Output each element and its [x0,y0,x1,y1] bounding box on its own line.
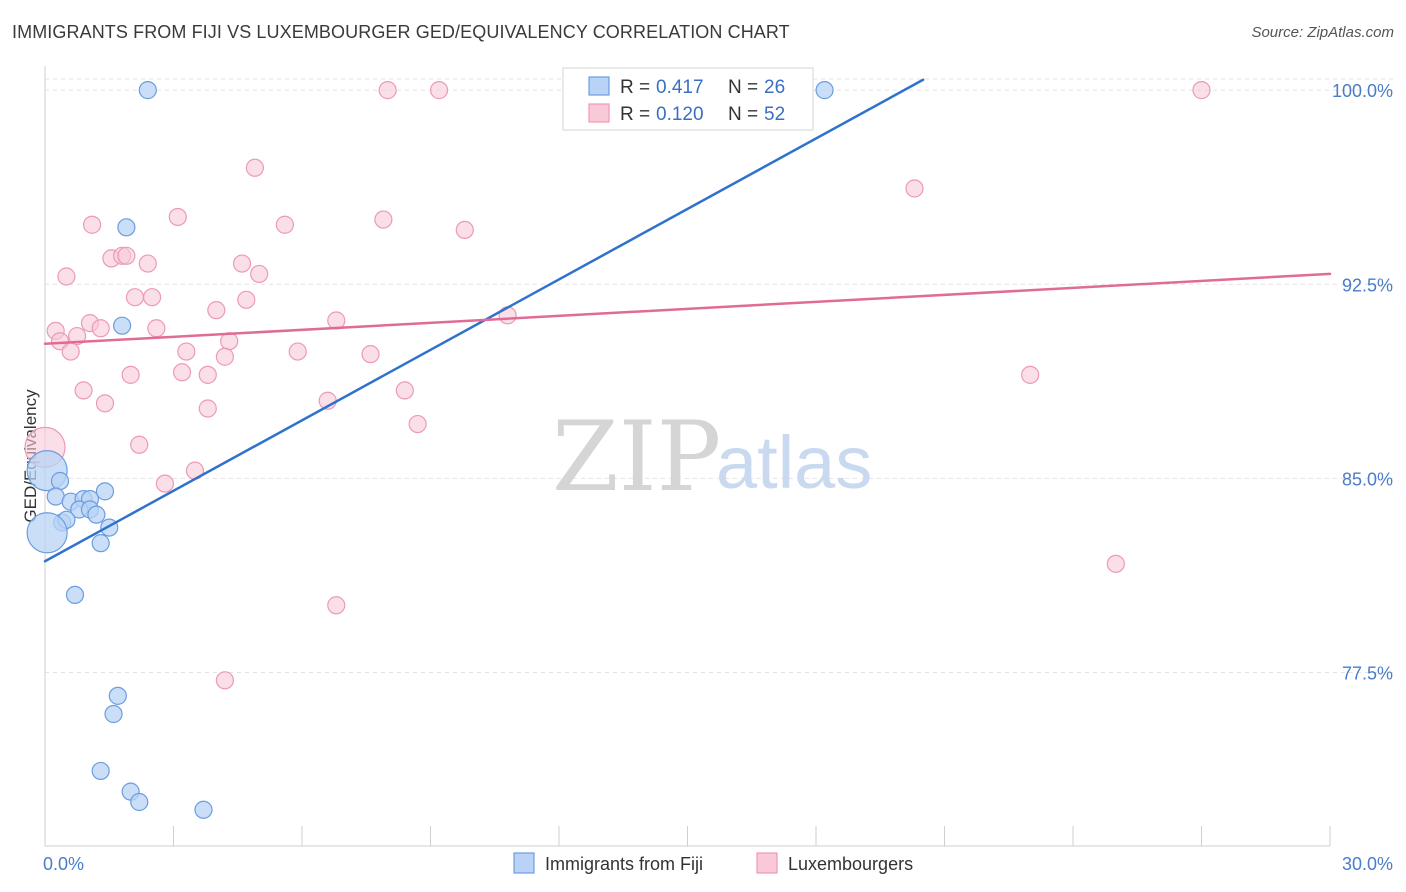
series-legend-fiji-label: Immigrants from Fiji [545,854,703,874]
fiji-point [108,686,127,705]
legend-fiji-r-label: R = [620,77,650,98]
tick-labels: 100.0% 92.5% 85.0% 77.5% 0.0% 30.0% [43,81,1393,874]
luxembourger-point [198,399,217,418]
legend-fiji-n-label: N = [728,77,758,98]
luxembourger-point [245,158,264,177]
trend-lines [43,78,1332,563]
luxembourger-point [250,264,269,284]
fiji-point [65,585,85,605]
luxembourger-point [198,365,217,384]
luxembourger-point [429,81,449,100]
luxembourger-point [395,381,414,400]
luxembourger-point [374,210,393,229]
fiji-point [95,482,115,501]
watermark: ZIP atlas [552,401,872,513]
luxembourger-point [207,301,226,320]
chart-title: IMMIGRANTS FROM FIJI VS LUXEMBOURGER GED… [12,22,790,42]
luxembourger-point [168,207,187,227]
luxembourger-point [327,596,346,615]
luxembourger-point [147,319,166,338]
luxembourger-point [498,306,517,325]
fiji-point [26,512,68,554]
luxembourger-point [1192,81,1211,100]
luxembourger-point [155,474,175,493]
luxembourger-point [125,288,145,307]
series-legend-lux-label: Luxembourgers [788,854,913,874]
luxembourger-point [142,288,162,307]
luxembourger-point [408,414,427,434]
luxembourger-point [177,342,196,361]
x-tick-label: 30.0% [1342,854,1393,874]
y-tick-label: 77.5% [1342,664,1393,684]
legend-lux-n-value: 52 [764,104,785,125]
legend-fiji-swatch [588,76,610,96]
luxembourger-point [215,671,234,690]
y-tick-label: 100.0% [1332,81,1393,101]
luxembourger-point [117,246,136,265]
fiji-point [50,471,70,491]
series-legend: Immigrants from Fiji Luxembourgers [513,852,913,874]
fiji-point [130,792,149,812]
luxembourger-point [83,215,102,234]
luxembourger-point [215,347,234,366]
fiji-point [138,81,157,100]
luxembourger-point [1106,554,1125,573]
luxembourger-point [130,435,149,454]
luxembourger-point [232,254,252,273]
luxembourger-point [378,81,397,100]
luxembourger-point [68,326,87,346]
legend-fiji-r-value: 0.417 [656,77,704,98]
luxembourger-point [121,365,140,384]
source-credit: Source: ZipAtlas.com [1251,24,1394,41]
luxembourger-point [288,342,307,361]
fiji-point [117,218,136,237]
luxembourger-trend-line [43,272,1332,346]
luxembourger-point [455,220,474,240]
luxembourger-point [91,319,110,338]
fiji-points [26,81,834,819]
luxembourger-point [95,394,115,413]
luxembourger-point [74,381,93,400]
y-tick-label: 85.0% [1342,469,1393,489]
correlation-legend: R = 0.417 N = 26 R = 0.120 N = 52 [562,67,814,131]
fiji-point [815,81,834,100]
series-legend-lux-swatch [756,852,778,874]
watermark-atlas: atlas [716,421,872,504]
fiji-point [91,761,110,781]
luxembourger-point [1021,365,1040,384]
y-tick-label: 92.5% [1342,275,1393,295]
x-tick-label: 0.0% [43,854,84,874]
series-legend-fiji-swatch [513,852,535,874]
fiji-point [91,534,110,553]
legend-lux-swatch [588,103,610,123]
fiji-point [112,316,132,335]
watermark-zip: ZIP [552,401,721,513]
luxembourger-point [61,342,80,361]
legend-lux-r-label: R = [620,104,650,125]
legend-lux-n-label: N = [728,104,758,125]
luxembourger-point [361,345,380,364]
luxembourgers-points [24,81,1211,690]
luxembourger-point [237,290,256,309]
luxembourger-point [57,267,76,286]
fiji-point [194,800,213,819]
luxembourger-point [172,363,192,382]
luxembourger-point [905,179,924,198]
fiji-point [104,704,123,724]
legend-fiji-n-value: 26 [764,77,785,98]
luxembourger-point [138,254,157,273]
luxembourger-point [275,215,294,234]
fiji-point [87,505,106,524]
legend-lux-r-value: 0.120 [656,104,704,125]
